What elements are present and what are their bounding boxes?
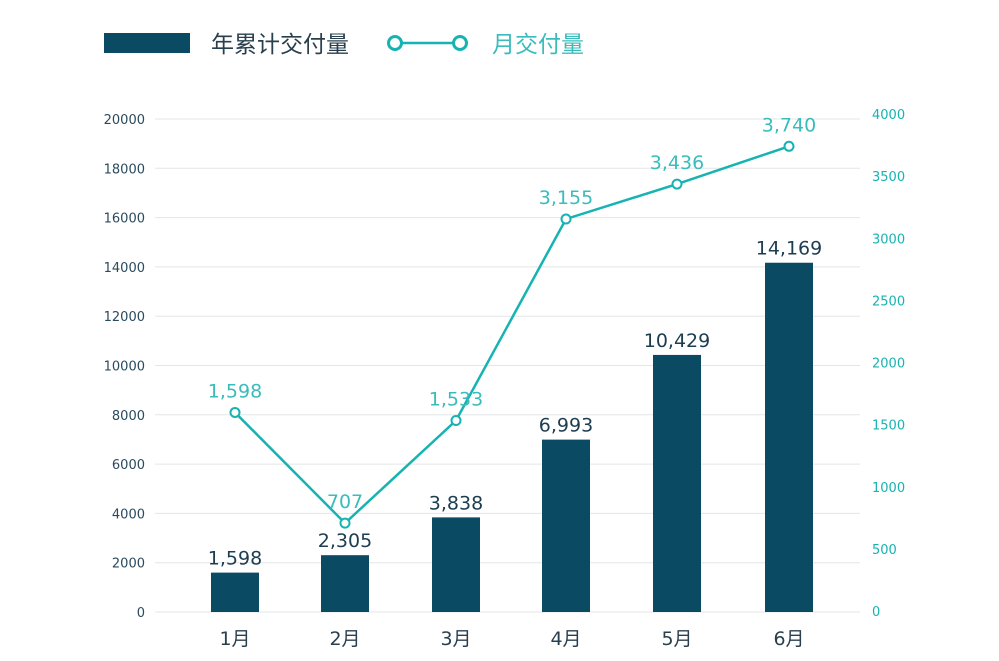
- legend-line-marker: [387, 35, 403, 51]
- bar-data-label: 3,838: [429, 492, 483, 514]
- left-axis-tick-label: 2000: [112, 557, 145, 572]
- line-point: [339, 517, 351, 529]
- bar-data-label: 1,598: [208, 548, 262, 570]
- bar: [765, 262, 813, 612]
- legend-bar-swatch: [104, 33, 190, 53]
- left-axis-tick-label: 12000: [104, 310, 145, 325]
- left-axis-tick-label: 14000: [104, 261, 145, 276]
- right-axis-tick-label: 1000: [872, 481, 905, 496]
- line-point: [783, 140, 795, 152]
- left-axis-tick-label: 4000: [112, 507, 145, 522]
- bar: [653, 354, 701, 612]
- x-axis-category-label: 2月: [329, 628, 360, 650]
- left-axis-tick-label: 16000: [104, 212, 145, 227]
- x-axis-category-label: 5月: [661, 628, 692, 650]
- line-data-label: 1,533: [429, 389, 483, 411]
- bar-data-label: 14,169: [756, 238, 822, 260]
- right-axis-tick-label: 0: [872, 605, 880, 620]
- right-axis-tick-label: 500: [872, 543, 897, 558]
- legend-line-label: 月交付量: [492, 32, 584, 58]
- legend-bar-label: 年累计交付量: [211, 32, 349, 58]
- bar: [542, 439, 590, 612]
- line-data-label: 3,436: [650, 152, 704, 174]
- left-axis-tick-label: 0: [137, 606, 145, 621]
- right-axis-tick-label: 3000: [872, 232, 905, 247]
- left-axis-tick-label: 18000: [104, 162, 145, 177]
- line-point: [229, 406, 241, 418]
- line-data-label: 1,598: [208, 380, 262, 402]
- left-axis-tick-label: 8000: [112, 409, 145, 424]
- bar-data-label: 2,305: [318, 530, 372, 552]
- x-axis-category-label: 4月: [550, 628, 581, 650]
- bar: [211, 572, 259, 612]
- line-data-label: 3,740: [762, 114, 816, 136]
- right-axis-tick-label: 2000: [872, 357, 905, 372]
- right-axis-tick-label: 3500: [872, 170, 905, 185]
- bar-data-label: 6,993: [539, 415, 593, 437]
- bar-data-label: 10,429: [644, 330, 710, 352]
- right-axis-tick-label: 4000: [872, 108, 905, 123]
- line-series: [234, 145, 790, 525]
- right-axis-tick-label: 1500: [872, 419, 905, 434]
- line-data-label: 707: [327, 491, 363, 513]
- bar: [432, 517, 480, 612]
- x-axis-category-label: 1月: [219, 628, 250, 650]
- x-axis-category-label: 3月: [440, 628, 471, 650]
- x-axis-category-label: 6月: [773, 628, 804, 650]
- left-axis-tick-label: 10000: [104, 360, 145, 375]
- legend: 年累计交付量 月交付量: [104, 32, 584, 58]
- line-point: [450, 415, 462, 427]
- line-point: [560, 213, 572, 225]
- line-point: [671, 178, 683, 190]
- left-axis-tick-label: 20000: [104, 113, 145, 128]
- right-axis-tick-label: 2500: [872, 294, 905, 309]
- left-axis-tick-label: 6000: [112, 458, 145, 473]
- line-data-label: 3,155: [539, 187, 593, 209]
- bar: [321, 555, 369, 612]
- legend-line-marker: [452, 35, 468, 51]
